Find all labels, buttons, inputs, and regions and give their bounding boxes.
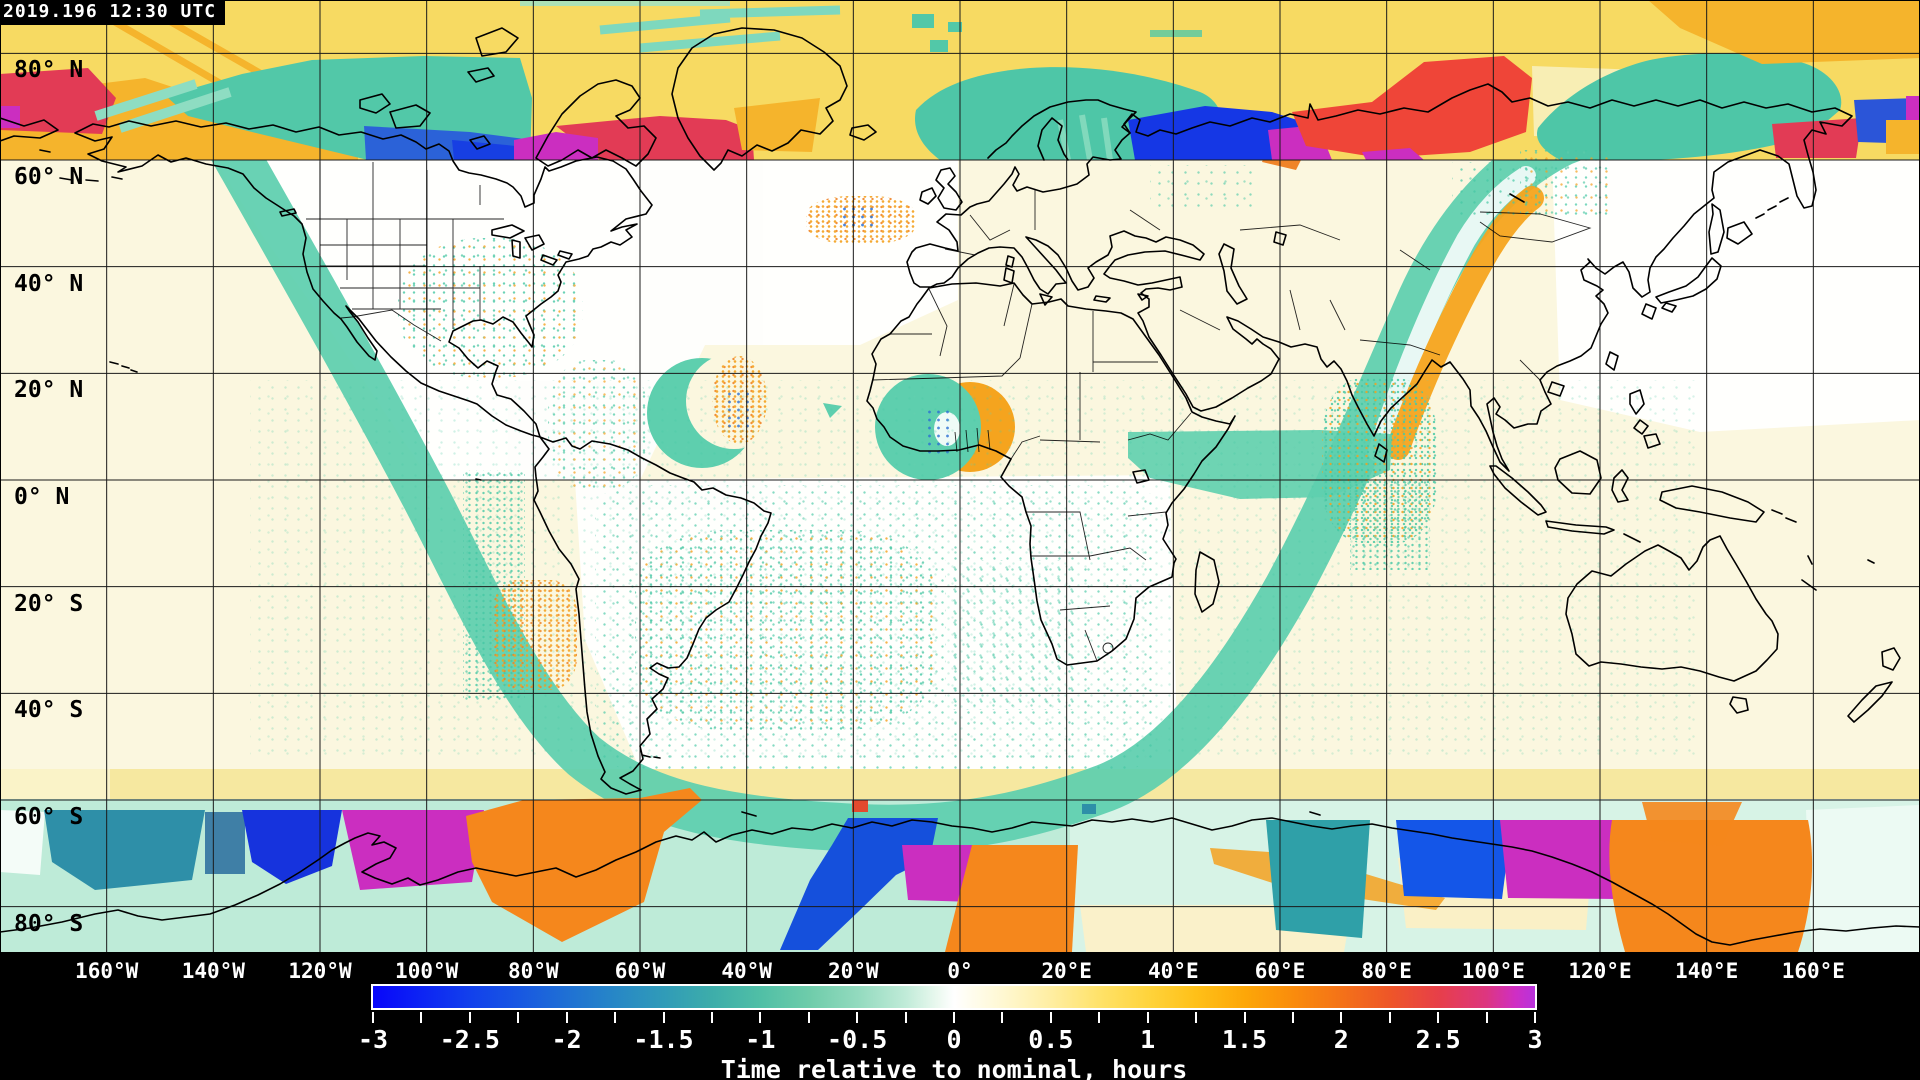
colorbar-tick	[856, 1012, 859, 1023]
lat-label: 80° S	[14, 910, 84, 937]
graticule-coastline-layer	[0, 0, 1920, 953]
timestamp-badge: 2019.196 12:30 UTC	[0, 0, 226, 25]
lon-label: 100°E	[1461, 959, 1525, 983]
swath-track	[208, 90, 1659, 853]
colorbar-tick-label: -0.5	[827, 1025, 888, 1054]
lon-label: 20°E	[1041, 959, 1092, 983]
japan-coast	[1641, 197, 1789, 320]
colorbar-tick	[759, 1012, 762, 1023]
lon-label: 100°W	[395, 959, 459, 983]
lon-label: 140°W	[181, 959, 245, 983]
colorbar-tick-label: -3	[357, 1025, 389, 1054]
colorbar-tick-label: -2	[551, 1025, 582, 1054]
colorbar-tick	[662, 1012, 665, 1023]
subantarctic-strip-pale	[0, 769, 110, 800]
lon-label: 80°W	[508, 959, 559, 983]
colorbar-tick	[1291, 1012, 1294, 1023]
lat-label: 60° S	[14, 804, 84, 830]
lon-label: 120°E	[1568, 959, 1632, 983]
australia-coast	[1565, 535, 1779, 714]
eurasia-coast	[906, 83, 1853, 472]
antarctic-white-corner-right	[1806, 805, 1920, 952]
north-america-coast	[74, 120, 653, 438]
colorbar-tick-label: 0.5	[1028, 1025, 1074, 1054]
colorbar-tick-label: 1	[1140, 1025, 1156, 1054]
lat-label: 40° N	[14, 270, 84, 297]
colorbar-tick	[372, 1012, 374, 1023]
colorbar-tick	[904, 1012, 907, 1023]
colorbar-tick	[710, 1012, 713, 1023]
lon-label: 60°E	[1254, 959, 1306, 983]
colorbar-tick-label: -1.5	[633, 1025, 694, 1054]
colorbar-tick	[1001, 1012, 1004, 1023]
colorbar-tick	[1243, 1012, 1246, 1023]
colorbar-tick	[1146, 1012, 1149, 1023]
colorbar-tick-label: 2.5	[1415, 1025, 1461, 1054]
colorbar-title: Time relative to nominal, hours	[720, 1055, 1188, 1080]
lat-label: 40° S	[14, 697, 84, 724]
colorbar-tick	[1534, 1012, 1536, 1023]
lat-label: 0° N	[14, 484, 70, 510]
lon-label: 80°E	[1361, 959, 1412, 983]
lon-label: 0°	[947, 959, 973, 983]
lon-label: 120°W	[288, 959, 352, 983]
colorbar-tick	[565, 1012, 568, 1023]
colorbar-tick	[1340, 1012, 1343, 1023]
bottom-axis: 160°W 140°W 120°W 100°W 80°W 60°W 40°W 20°W 0° 20…	[0, 953, 1920, 1080]
colorbar-tick-label: 3	[1527, 1025, 1543, 1054]
colorbar-tick-label: -2.5	[439, 1025, 500, 1054]
graticule-grid	[0, 0, 1920, 953]
colorbar-tick-label: 2	[1333, 1025, 1349, 1054]
seasia-islands-coast	[1489, 351, 1661, 543]
colorbar-tick	[953, 1012, 955, 1023]
lon-label: 40°W	[721, 959, 772, 983]
colorbar-tick	[517, 1012, 520, 1023]
lat-label: 60° N	[14, 164, 84, 190]
antarctica-coast	[0, 811, 1920, 946]
atlantic-teal-fleck	[823, 403, 842, 418]
colorbar-tick	[420, 1012, 423, 1023]
greenland-coast	[671, 27, 848, 171]
lon-label: 160°W	[75, 959, 139, 983]
south-america-coast	[533, 436, 772, 795]
colorbar-tick	[1388, 1012, 1391, 1023]
colorbar-tick	[614, 1012, 617, 1023]
colorbar-tick	[1098, 1012, 1101, 1023]
lat-label: 20° S	[14, 590, 84, 617]
colorbar-tick-label: 1.5	[1221, 1025, 1268, 1054]
colorbar-tick	[1049, 1012, 1052, 1023]
colorbar-gradient	[371, 984, 1537, 1010]
colorbar-tick	[807, 1012, 810, 1023]
colorbar-tick	[468, 1012, 471, 1023]
africa-coast	[866, 282, 1236, 666]
lon-label: 160°E	[1781, 959, 1845, 983]
colorbar-tick	[1485, 1012, 1488, 1023]
lon-label: 20°W	[828, 959, 879, 983]
lat-label: 20° N	[14, 377, 84, 404]
colorbar-tick-label: 0	[946, 1025, 962, 1054]
antarctic-white-corner-left	[0, 810, 45, 875]
colorbar-tick-label: -1	[745, 1025, 776, 1054]
lon-label: 60°W	[614, 959, 666, 983]
colorbar-tick	[1437, 1012, 1440, 1023]
world-map: 80° N 60° N 40° N 20° N 0° N 20° S 40° S 60° S 8…	[0, 0, 1920, 953]
lon-label: 40°E	[1148, 959, 1199, 983]
lat-label: 80° N	[14, 57, 84, 84]
lon-label: 140°E	[1675, 959, 1739, 983]
arctic-islands-coast	[359, 27, 519, 150]
colorbar-tick	[1195, 1012, 1198, 1023]
